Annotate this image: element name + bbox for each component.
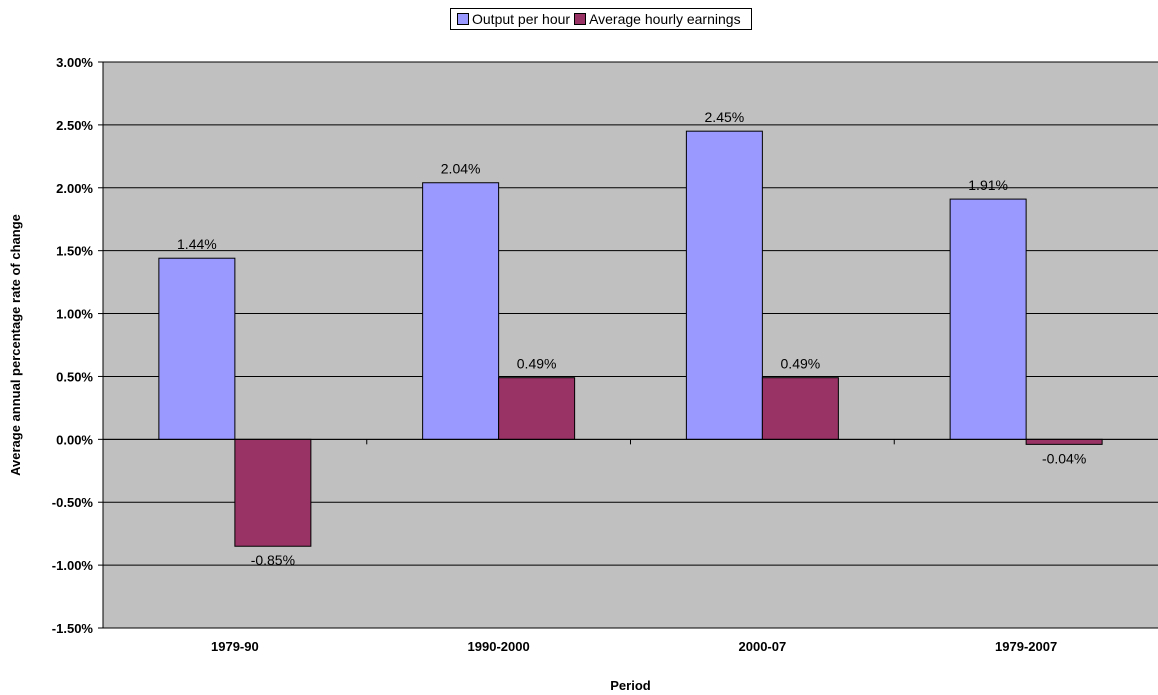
x-tick-label: 1979-2007 bbox=[995, 639, 1057, 654]
data-label: 0.49% bbox=[517, 356, 557, 372]
bar-output-per-hour bbox=[159, 258, 235, 439]
bar-output-per-hour bbox=[423, 183, 499, 440]
y-tick-label: 2.00% bbox=[56, 181, 93, 196]
y-tick-label: 1.00% bbox=[56, 307, 93, 322]
y-tick-label: -0.50% bbox=[52, 495, 94, 510]
y-tick-label: 3.00% bbox=[56, 55, 93, 70]
data-label: 2.04% bbox=[441, 161, 481, 177]
bar-average-hourly-earnings bbox=[1026, 439, 1102, 444]
data-label: 0.49% bbox=[781, 356, 821, 372]
y-tick-label: 2.50% bbox=[56, 118, 93, 133]
data-label: 1.91% bbox=[968, 177, 1008, 193]
x-axis-title: Period bbox=[610, 678, 651, 693]
bar-output-per-hour bbox=[950, 199, 1026, 439]
bar-average-hourly-earnings bbox=[235, 439, 311, 546]
bar-average-hourly-earnings bbox=[499, 378, 575, 440]
y-axis-ticks: 3.00% 2.50% 2.00% 1.50% 1.00% 0.50% 0.00% -0.50… bbox=[52, 55, 103, 636]
y-tick-label: 1.50% bbox=[56, 244, 93, 259]
x-tick-label: 1990-2000 bbox=[468, 639, 530, 654]
data-label: -0.85% bbox=[251, 552, 295, 568]
y-tick-label: 0.00% bbox=[56, 432, 93, 447]
bar-output-per-hour bbox=[686, 131, 762, 439]
y-tick-label: -1.00% bbox=[52, 558, 94, 573]
x-tick-label: 2000-07 bbox=[739, 639, 787, 654]
y-axis-title: Average annual percentage rate of change bbox=[8, 214, 23, 476]
data-label: -0.04% bbox=[1042, 450, 1086, 466]
y-tick-label: -1.50% bbox=[52, 621, 94, 636]
x-tick-label: 1979-90 bbox=[211, 639, 259, 654]
data-label: 2.45% bbox=[705, 109, 745, 125]
data-label: 1.44% bbox=[177, 236, 217, 252]
bar-average-hourly-earnings bbox=[762, 378, 838, 440]
y-tick-label: 0.50% bbox=[56, 369, 93, 384]
